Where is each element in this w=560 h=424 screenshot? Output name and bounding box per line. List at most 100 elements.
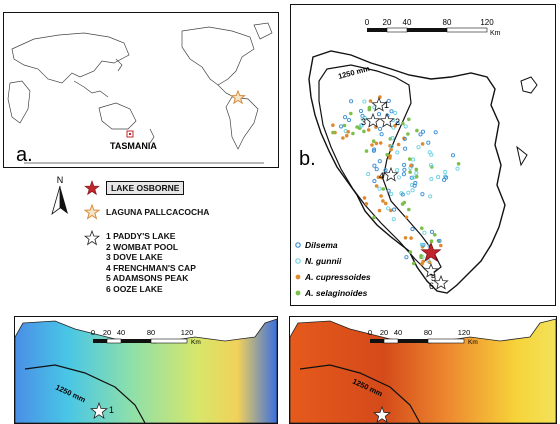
species-dot — [379, 175, 384, 180]
species-dot — [420, 192, 425, 197]
scale-tick: 0 — [91, 328, 95, 337]
tasmania-climate-map-c: 0 20 40 80 120 Km 1250 mm 1 — [15, 318, 277, 423]
species-dot — [371, 139, 376, 143]
site-number: 5 — [431, 273, 436, 283]
species-dot — [443, 170, 448, 175]
species-dot — [403, 146, 408, 151]
species-dot — [389, 147, 393, 152]
isohyet-d — [299, 364, 421, 423]
panel-a-label: a. — [16, 144, 33, 166]
species-dot — [414, 174, 419, 179]
species-dot — [362, 129, 366, 134]
species-dot — [341, 136, 345, 140]
species-dot — [392, 207, 397, 212]
species-dot — [383, 201, 388, 206]
species-dot — [378, 141, 383, 145]
site-star — [89, 401, 109, 419]
species-dot — [366, 172, 371, 177]
species-dot — [439, 243, 443, 248]
species-dot — [370, 143, 374, 147]
lake-item: 6 OOZE LAKE — [106, 283, 163, 294]
species-dot — [426, 259, 431, 264]
scale-bar-d: 0 20 40 80 120 Km — [368, 328, 478, 346]
species-dot — [355, 125, 359, 129]
scale-tick: 120 — [458, 328, 471, 337]
species-dot — [366, 128, 371, 132]
species-dot — [421, 259, 425, 264]
tasmania-box — [126, 130, 134, 138]
species-dot — [408, 170, 412, 174]
scale-tick: 0 — [368, 328, 372, 337]
scale-tick: 20 — [383, 18, 392, 27]
tasmania-label: TASMANIA — [110, 141, 157, 151]
species-dot — [383, 168, 388, 173]
species-dot — [416, 145, 421, 150]
north-arrow-icon: N — [51, 175, 68, 216]
species-dot — [407, 157, 412, 161]
site-number: 2 — [395, 117, 400, 127]
scale-unit: Km — [468, 339, 478, 346]
species-dot — [402, 167, 407, 172]
species-dot — [450, 153, 456, 158]
species-dot — [349, 111, 353, 116]
species-dot — [358, 108, 364, 114]
species-dot — [377, 159, 382, 164]
species-dot — [404, 215, 409, 220]
species-dot — [400, 192, 405, 197]
species-dot — [402, 136, 407, 141]
species-dot — [429, 239, 434, 243]
species-dot — [407, 117, 411, 122]
species-dot — [401, 172, 406, 177]
species-dot — [428, 194, 433, 199]
species-dot — [401, 121, 405, 126]
site-star — [379, 112, 395, 128]
species-dot — [381, 187, 386, 191]
species-dot — [390, 136, 395, 141]
species-dot — [419, 242, 424, 247]
species-dot — [346, 117, 352, 123]
scale-tick: 80 — [424, 328, 432, 337]
species-dot — [410, 188, 415, 193]
species-dot — [364, 149, 369, 153]
species-dot — [364, 202, 369, 206]
site-number: 6 — [429, 281, 434, 291]
species-dot — [420, 142, 425, 146]
species-dot — [376, 175, 381, 179]
species-dot — [393, 124, 397, 128]
isohyet-c — [24, 364, 146, 423]
species-dot — [396, 175, 401, 180]
scale-tick: 20 — [103, 328, 111, 337]
species-dot — [346, 130, 350, 134]
species-dot — [391, 217, 396, 222]
species-dot — [436, 175, 441, 180]
species-dot — [419, 255, 423, 260]
scale-tick: 80 — [147, 328, 155, 337]
species-dot — [386, 188, 391, 193]
species-dot — [344, 133, 349, 138]
legend-label-laguna-pallcacocha: LAGUNA PALLCACOCHA — [106, 207, 210, 217]
scale-tick: 40 — [403, 18, 412, 27]
panel-a-world-map: a. TASMANIA — [3, 12, 279, 168]
laguna-pallcacocha-star — [230, 89, 246, 105]
scale-tick: 40 — [394, 328, 402, 337]
species-dot — [362, 116, 367, 121]
species-dot — [433, 130, 438, 135]
species-dot — [410, 227, 415, 232]
tasmania-climate-map-d: 0 20 40 80 120 Km 1250 mm — [290, 318, 556, 423]
species-dot — [403, 236, 408, 240]
scale-bar: 0 20 40 80 120 Km — [365, 18, 501, 37]
species-dot — [371, 148, 376, 153]
world-map: a. TASMANIA — [7, 22, 273, 166]
species-dot — [349, 99, 354, 104]
species-dot — [368, 99, 373, 103]
panel-c-climate-map: 0 20 40 80 120 Km 1250 mm 1 — [14, 316, 278, 424]
species-dot — [386, 98, 391, 103]
site-number: 1 — [384, 100, 389, 110]
lake-osborne-star — [420, 241, 442, 262]
legend-item-lake-osborne: LAKE OSBORNE — [84, 180, 185, 196]
species-dot — [412, 261, 416, 266]
species-dot — [389, 208, 393, 213]
